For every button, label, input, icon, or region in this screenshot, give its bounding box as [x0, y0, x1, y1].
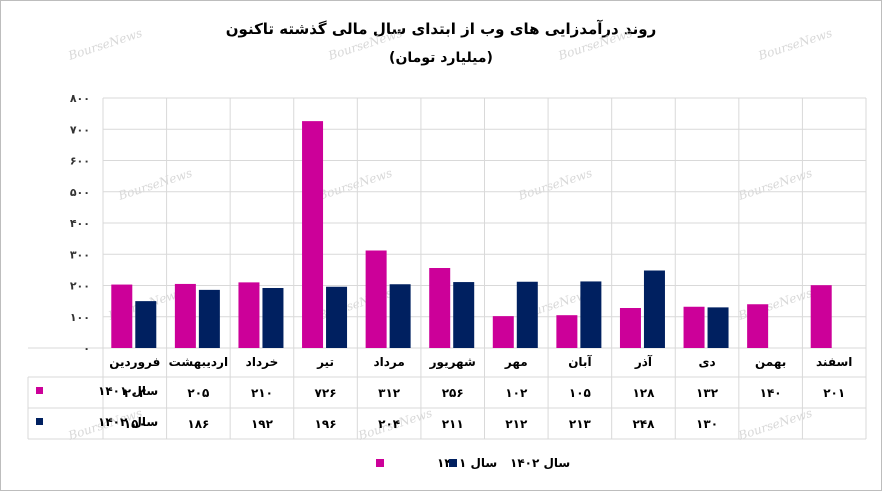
bar-2 [389, 284, 411, 348]
bar-1 [810, 285, 832, 348]
bar-2 [326, 286, 348, 348]
bar-2 [580, 281, 602, 348]
y-tick-label: ۳۰۰ [70, 248, 90, 261]
data-label-series-1: ۱۴۰ [760, 386, 782, 400]
bar-2 [516, 281, 538, 348]
y-tick-label: ۰ [83, 342, 90, 355]
data-label-series-2: ۱۳۰ [696, 417, 718, 431]
bar-1 [238, 282, 260, 348]
bars [111, 121, 832, 348]
data-label-series-1: ۲۱۰ [251, 386, 273, 400]
y-axis: ۰ ۱۰۰ ۲۰۰ ۳۰۰ ۴۰۰ ۵۰۰ ۶۰۰ ۷۰۰ ۸۰۰ [70, 92, 90, 355]
data-label-series-2: ۱۹۶ [315, 417, 337, 431]
category-label: آبان [568, 354, 592, 369]
category-label: تیر [316, 355, 334, 369]
watermark-text: BourseNews [516, 166, 594, 203]
bar-1 [492, 316, 514, 348]
bar-1 [619, 308, 641, 348]
y-tick-label: ۴۰۰ [70, 217, 90, 230]
bar-2 [198, 289, 220, 348]
bar-2 [262, 288, 284, 348]
category-label: اردیبهشت [169, 355, 228, 369]
y-tick-label: ۶۰۰ [70, 155, 90, 168]
category-label: اسفند [816, 355, 852, 369]
data-label-series-1: ۲۰۵ [187, 386, 209, 400]
legend-label: سال ۱۴۰۱ [437, 456, 497, 470]
data-label-series-2: ۱۸۶ [187, 417, 209, 431]
data-label-series-2: ۱۵۰ [124, 417, 146, 431]
category-label: شهریور [429, 355, 476, 370]
data-label-series-1: ۷۲۶ [315, 386, 337, 400]
data-label-series-2: ۲۱۱ [442, 417, 464, 431]
table-series-swatch [36, 387, 43, 394]
category-label: آذر [634, 354, 653, 369]
watermark-text: BourseNews [66, 26, 144, 63]
legend-swatch [376, 459, 384, 467]
category-label: فروردین [109, 355, 160, 370]
legend-swatch [449, 459, 457, 467]
data-label-series-1: ۱۰۲ [505, 386, 528, 400]
bar-2 [707, 307, 729, 348]
data-label-series-2: ۱۹۲ [251, 417, 274, 431]
data-label-series-1: ۲۵۶ [442, 386, 464, 400]
legend-label: سال ۱۴۰۲ [510, 456, 570, 470]
data-label-series-2: ۲۴۸ [632, 417, 655, 431]
bar-2 [643, 270, 665, 348]
bar-1 [556, 315, 578, 348]
bar-1 [429, 268, 451, 348]
data-label-series-1: ۱۳۲ [696, 386, 719, 400]
watermark-text: BourseNews [316, 166, 394, 203]
watermark-text: BourseNews [326, 26, 404, 63]
y-tick-label: ۲۰۰ [70, 280, 90, 293]
data-label-series-1: ۳۱۲ [378, 386, 401, 400]
data-label-series-1: ۱۲۸ [632, 386, 655, 400]
bar-1 [302, 121, 324, 348]
y-tick-label: ۷۰۰ [70, 123, 90, 136]
category-label: مهر [504, 355, 528, 369]
data-label-series-1: ۲۰۳ [124, 386, 147, 400]
watermark-text: BourseNews [116, 166, 194, 203]
data-label-series-2: ۲۰۴ [378, 417, 400, 431]
bar-1 [174, 283, 196, 348]
y-tick-label: ۵۰۰ [70, 186, 90, 199]
data-label-series-2: ۲۱۳ [569, 417, 592, 431]
y-tick-label: ۱۰۰ [70, 311, 90, 324]
category-label: بهمن [755, 355, 786, 369]
watermark-text: BourseNews [556, 26, 634, 63]
bar-1 [747, 304, 769, 348]
bar-1 [365, 250, 387, 348]
legend: سال ۱۴۰۱ سال ۱۴۰۲ [376, 456, 570, 470]
watermark-layer: BourseNews BourseNews BourseNews BourseNews… [66, 26, 834, 443]
table-series-name: سال ۱۴۰۲ [98, 415, 158, 429]
y-tick-label: ۸۰۰ [70, 92, 90, 105]
data-label-series-1: ۲۰۱ [823, 386, 845, 400]
table-series-swatch [36, 418, 43, 425]
category-label: دی [698, 355, 715, 369]
data-label-series-1: ۱۰۵ [569, 386, 591, 400]
data-label-series-2: ۲۱۲ [505, 417, 528, 431]
bar-1 [111, 284, 133, 348]
chart-subtitle: (میلیارد تومان) [389, 50, 493, 66]
category-label: خرداد [246, 355, 279, 369]
grid-lines [27, 97, 867, 440]
bar-1 [683, 306, 705, 348]
category-label: مرداد [373, 355, 404, 369]
watermark-text: BourseNews [756, 26, 834, 63]
bar-2 [135, 301, 157, 348]
data-table: فروردین ۲۰۳ ۱۵۰ اردیبهشت ۲۰۵ ۱۸۶ خرداد ۲۱۰ ۱۹۲ تی… [36, 354, 852, 431]
chart-title: روند درآمدزایی های وب از ابتدای سال مالی… [225, 20, 657, 38]
bar-2 [453, 282, 475, 348]
table-series-name: سال ۱۴۰۱ [98, 384, 158, 398]
